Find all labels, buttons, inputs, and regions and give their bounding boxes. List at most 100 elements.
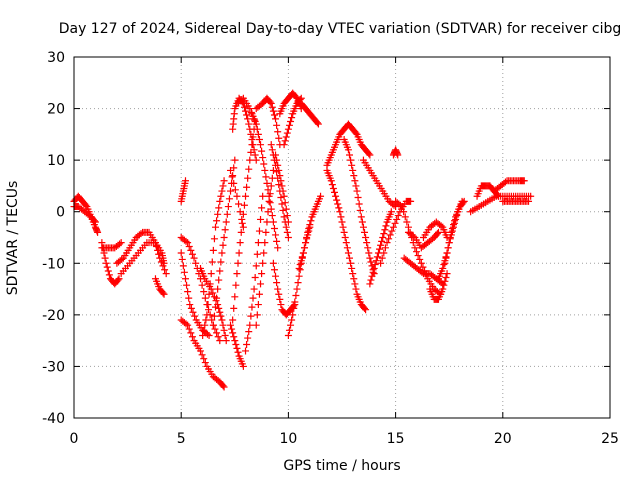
data-point xyxy=(386,231,394,239)
data-point xyxy=(204,301,212,309)
series-arc-28 xyxy=(280,94,305,149)
data-point xyxy=(277,301,285,309)
data-point xyxy=(284,331,292,339)
data-point xyxy=(270,266,278,274)
data-point xyxy=(381,226,389,234)
data-point xyxy=(267,182,275,190)
data-point xyxy=(200,326,208,334)
y-tick-label: -30 xyxy=(42,359,65,375)
data-point xyxy=(102,259,110,267)
data-point xyxy=(447,231,455,239)
data-point xyxy=(291,298,299,306)
data-point xyxy=(249,141,257,149)
data-point xyxy=(282,223,290,231)
series-arc-45 xyxy=(441,197,466,267)
data-point xyxy=(261,239,269,247)
data-point xyxy=(257,141,265,149)
data-point xyxy=(369,268,377,276)
data-point xyxy=(230,179,238,187)
data-point xyxy=(314,120,322,128)
y-tick-label: -20 xyxy=(42,308,65,324)
data-point xyxy=(278,200,286,208)
data-point xyxy=(227,166,235,174)
data-point xyxy=(376,245,384,253)
data-point xyxy=(178,255,186,263)
data-point xyxy=(205,331,213,339)
data-point xyxy=(264,208,272,216)
data-point xyxy=(219,182,227,190)
y-tick-label: 20 xyxy=(47,102,65,118)
data-point xyxy=(252,120,260,128)
data-point xyxy=(205,290,213,298)
data-point xyxy=(236,239,244,247)
data-point xyxy=(393,215,401,223)
data-point xyxy=(184,321,192,329)
data-point xyxy=(441,277,449,285)
data-point xyxy=(365,150,373,158)
data-point xyxy=(160,259,168,267)
data-point xyxy=(263,218,271,226)
data-point xyxy=(377,241,385,249)
data-point xyxy=(243,341,251,349)
data-point xyxy=(255,290,263,298)
data-point xyxy=(356,206,364,214)
data-point xyxy=(116,240,124,248)
data-point xyxy=(191,312,199,320)
data-point xyxy=(372,257,380,265)
series-arc-33 xyxy=(323,166,370,314)
data-point xyxy=(352,285,360,293)
data-point xyxy=(218,249,226,257)
data-point xyxy=(266,98,274,106)
data-point xyxy=(268,212,276,220)
data-point xyxy=(364,244,372,252)
data-point xyxy=(104,267,112,275)
series-arc-11 xyxy=(177,316,228,391)
data-point xyxy=(184,239,192,247)
data-point xyxy=(275,181,283,189)
data-point xyxy=(276,295,284,303)
series-arc-29 xyxy=(284,223,314,339)
data-point xyxy=(185,294,193,302)
data-point xyxy=(218,187,226,195)
chart-title: Day 127 of 2024, Sidereal Day-to-day VTE… xyxy=(59,21,622,37)
data-point xyxy=(284,125,292,133)
data-point xyxy=(349,270,357,278)
data-point xyxy=(275,166,283,174)
series-arc-48 xyxy=(490,177,528,195)
x-axis-title: GPS time / hours xyxy=(283,458,400,474)
data-point xyxy=(295,264,303,272)
data-point xyxy=(246,156,254,164)
data-point xyxy=(198,281,206,289)
data-point xyxy=(448,227,456,235)
data-point xyxy=(274,285,282,293)
data-point xyxy=(243,183,251,191)
data-point xyxy=(348,161,356,169)
data-point xyxy=(380,230,388,238)
y-axis-title: SDTVAR / TECUs xyxy=(5,181,21,296)
data-point xyxy=(355,200,363,208)
data-point xyxy=(449,223,457,231)
data-point xyxy=(328,181,336,189)
data-point xyxy=(231,293,239,301)
series-arc-02 xyxy=(70,203,99,226)
data-point xyxy=(228,325,236,333)
data-point xyxy=(235,249,243,257)
data-point xyxy=(388,227,396,235)
data-point xyxy=(242,192,250,200)
data-point xyxy=(192,259,200,267)
data-point xyxy=(317,192,325,200)
series-arc-36 xyxy=(366,208,395,288)
data-point xyxy=(246,321,254,329)
series-arc-13 xyxy=(199,177,228,339)
data-point xyxy=(451,219,459,227)
data-point xyxy=(255,136,263,144)
data-point xyxy=(281,137,289,145)
data-point xyxy=(305,224,313,232)
plot-frame xyxy=(73,56,611,419)
data-point xyxy=(216,337,224,345)
data-point xyxy=(259,192,267,200)
data-point xyxy=(254,239,262,247)
data-point xyxy=(273,279,281,287)
series-arc-32 xyxy=(323,120,374,169)
data-point xyxy=(208,316,216,324)
